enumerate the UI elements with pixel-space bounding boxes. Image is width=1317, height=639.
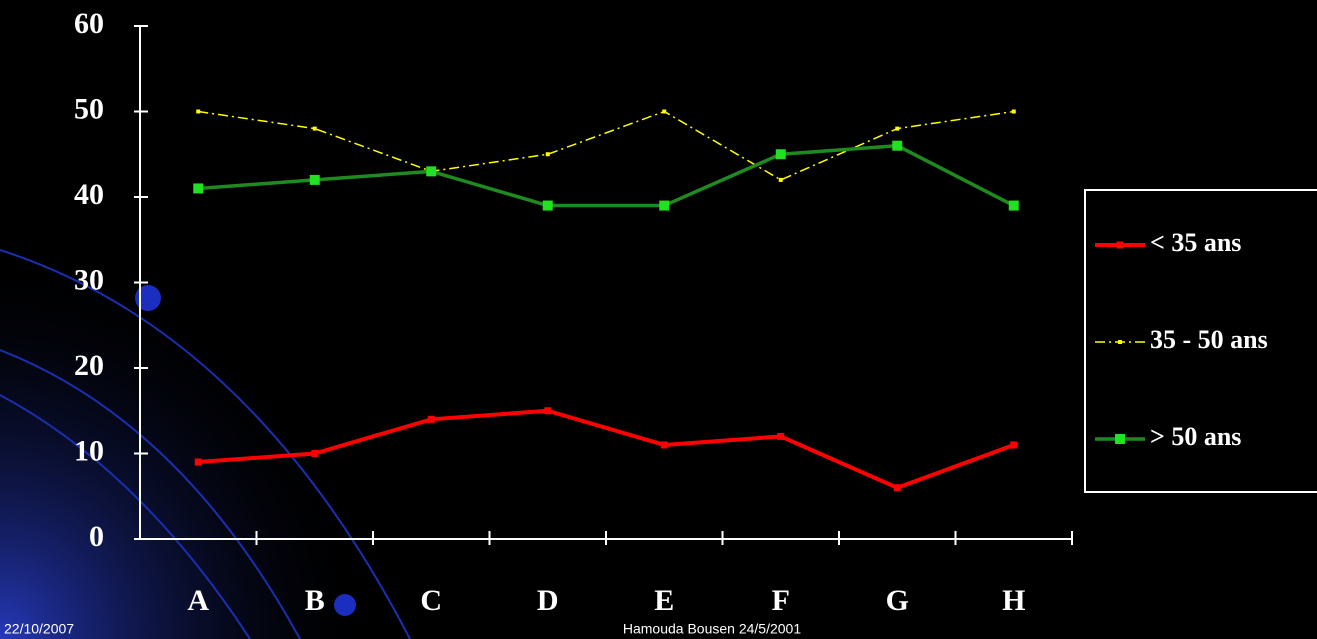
y-tick-label: 50: [74, 92, 104, 125]
data-point: [659, 200, 670, 211]
legend-label: > 50 ans: [1150, 422, 1241, 451]
data-point: [426, 166, 437, 177]
data-point: [309, 174, 320, 185]
y-tick-label: 10: [74, 434, 104, 467]
x-tick-label: H: [1002, 584, 1025, 617]
decor-arcs: [0, 249, 411, 639]
data-point: [193, 183, 204, 194]
data-point: [194, 458, 202, 466]
data-point: [660, 441, 668, 449]
y-tick-label: 0: [89, 520, 104, 553]
y-tick-label: 20: [74, 349, 104, 382]
x-tick-label: D: [537, 584, 559, 617]
data-point: [1008, 200, 1019, 211]
x-tick-label: C: [420, 584, 442, 617]
series-line: [198, 143, 1015, 208]
x-tick-label: B: [305, 584, 325, 617]
legend-marker: [1116, 241, 1124, 249]
data-point: [895, 126, 900, 131]
decor-dot: [334, 594, 356, 616]
data-point: [777, 432, 785, 440]
series-line: [198, 110, 1014, 181]
legend: < 35 ans 35 - 50 ans > 50 ans: [1084, 189, 1317, 493]
legend-label: 35 - 50 ans: [1150, 325, 1268, 354]
data-point: [542, 200, 553, 211]
x-tick-label: E: [654, 584, 674, 617]
y-tick-label: 60: [74, 7, 104, 40]
legend-marker: [1118, 340, 1122, 344]
x-tick-label: A: [187, 584, 209, 617]
x-tick-label: F: [772, 584, 790, 617]
data-point: [893, 484, 901, 492]
data-point: [1010, 441, 1018, 449]
footer-date: 22/10/2007: [4, 621, 74, 637]
data-point: [427, 415, 435, 423]
legend-label: < 35 ans: [1150, 228, 1241, 257]
data-point: [662, 109, 667, 114]
decor-dot: [135, 285, 161, 311]
footer-author: Hamouda Bousen 24/5/2001: [623, 621, 801, 637]
data-point: [544, 407, 552, 415]
decor-arc: [0, 349, 301, 639]
data-point: [545, 152, 550, 157]
y-tick-label: 30: [74, 263, 104, 296]
data-point: [196, 109, 201, 114]
data-point: [311, 450, 319, 457]
data-point: [778, 177, 783, 182]
legend-marker: [1115, 434, 1125, 444]
data-point: [775, 149, 786, 160]
data-point: [1011, 109, 1016, 114]
data-point: [892, 140, 903, 151]
decor-arc: [0, 249, 411, 639]
x-tick-label: G: [886, 584, 909, 617]
data-point: [312, 126, 317, 131]
series-line: [198, 408, 1015, 490]
decor-arc: [0, 394, 251, 639]
background-glow: [0, 200, 420, 639]
y-tick-label: 40: [74, 178, 104, 211]
